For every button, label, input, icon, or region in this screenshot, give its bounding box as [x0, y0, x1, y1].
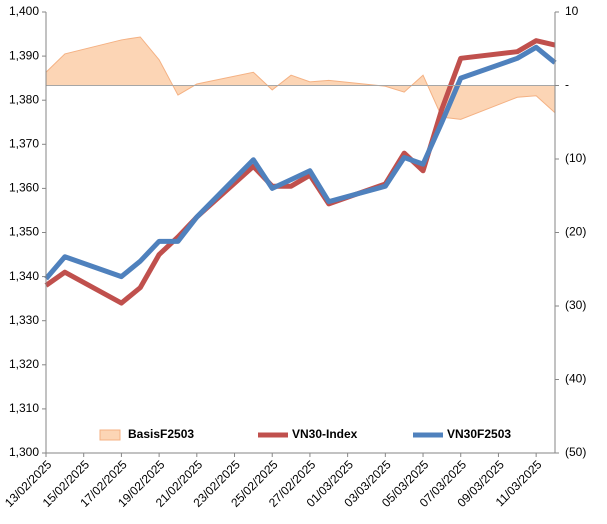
y-tick-label: 1,330: [9, 313, 39, 327]
legend-label: VN30-Index: [292, 427, 358, 441]
legend-label: VN30F2503: [447, 427, 511, 441]
line: [44, 38, 556, 306]
y2-tick-label: -: [565, 78, 569, 92]
y-tick-label: 1,370: [9, 136, 39, 150]
y-tick-label: 1,310: [9, 401, 39, 415]
y2-tick-label: (20): [565, 225, 586, 239]
y-tick-label: 1,390: [9, 48, 39, 62]
y2-tick-label: (10): [565, 151, 586, 165]
y-tick-label: 1,400: [9, 4, 39, 18]
y2-tick-label: (50): [565, 445, 586, 459]
y-tick-label: 1,380: [9, 92, 39, 106]
y-tick-label: 1,300: [9, 445, 39, 459]
y-tick-label: 1,320: [9, 357, 39, 371]
legend-label: BasisF2503: [128, 427, 194, 441]
area: [45, 36, 556, 120]
legend-swatch: [99, 429, 121, 441]
y2-tick-label: 10: [565, 4, 579, 18]
y2-tick-label: (30): [565, 298, 586, 312]
y-tick-label: 1,350: [9, 225, 39, 239]
y-tick-label: 1,340: [9, 269, 39, 283]
y-tick-label: 1,360: [9, 181, 39, 195]
y2-tick-label: (40): [565, 372, 586, 386]
